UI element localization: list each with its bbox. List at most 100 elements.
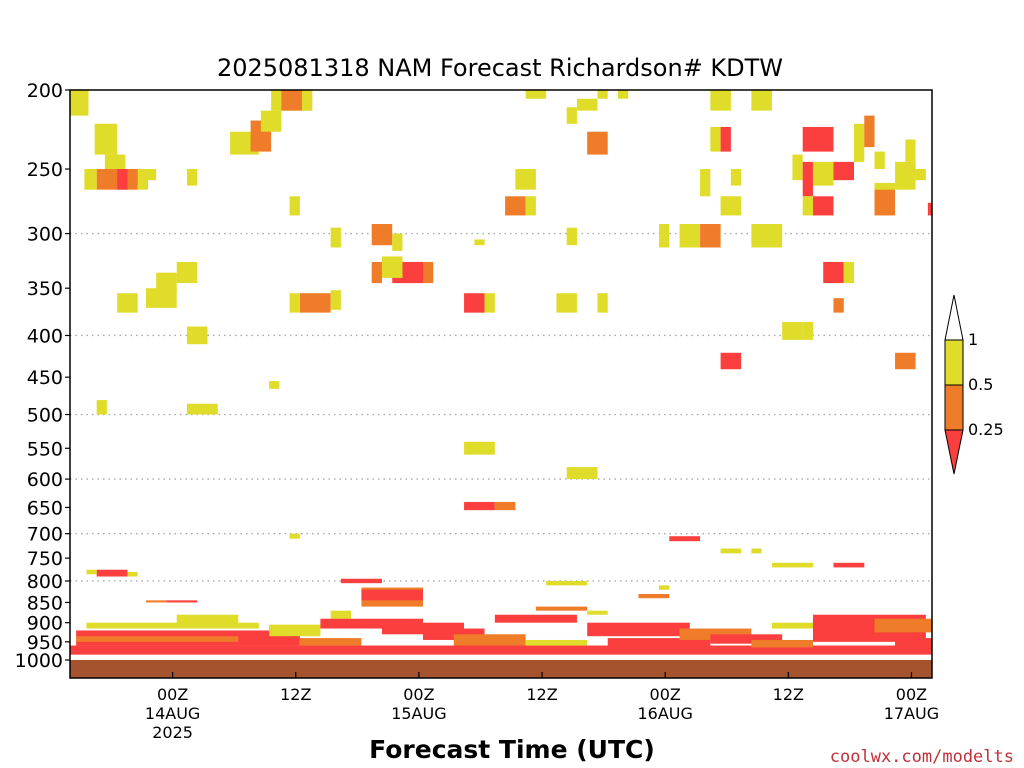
legend-label: 0.5	[968, 375, 993, 394]
heatmap-cell	[895, 638, 932, 648]
heatmap-cell	[371, 224, 393, 246]
y-tick-label: 850	[27, 592, 63, 614]
heatmap-cell	[802, 321, 813, 340]
credit-label: coolwx.com/modelts	[830, 747, 1014, 767]
y-tick-label: 750	[27, 548, 63, 570]
y-tick-label: 900	[27, 613, 63, 635]
heatmap-cell	[525, 90, 547, 99]
heatmap-cell	[127, 169, 138, 186]
heatmap-cell	[823, 261, 844, 284]
heatmap-cell	[833, 161, 855, 181]
heatmap-cell	[659, 224, 670, 248]
legend: 1 0.5 0.25	[944, 294, 1004, 475]
heatmap-cell	[127, 572, 138, 577]
heatmap-cell	[289, 196, 300, 216]
y-tick-label: 400	[27, 325, 63, 347]
heatmap-cell	[453, 634, 526, 648]
heatmap-cell	[361, 589, 424, 601]
heatmap-cell	[720, 548, 742, 554]
heatmap-cell	[638, 594, 670, 599]
heatmap-cell	[70, 645, 932, 655]
heatmap-cell	[802, 126, 834, 152]
x-tick-label: 12Z	[280, 685, 311, 704]
heatmap-cell	[679, 628, 752, 640]
heatmap-cell	[186, 403, 218, 415]
heatmap-cell	[710, 90, 731, 111]
heatmap-cell	[299, 638, 362, 646]
heatmap-cell	[186, 169, 198, 186]
heatmap-cell	[874, 618, 932, 633]
heatmap-cell	[84, 169, 97, 190]
heatmap-cell	[145, 169, 157, 181]
grid-layer	[70, 232, 932, 582]
heatmap-cell	[330, 227, 341, 248]
heatmap-cell	[556, 293, 577, 313]
heatmap-cell	[710, 126, 721, 152]
heatmap-cell	[494, 614, 577, 623]
x-tick-label: 12Z	[773, 685, 804, 704]
x-tick-label: 00Z	[896, 685, 927, 704]
heatmap-cell	[423, 628, 485, 640]
heatmap-cell	[156, 272, 177, 294]
heatmap-cell	[812, 196, 834, 216]
x-tick-label: 15AUG	[391, 704, 446, 723]
x-tick-label: 16AUG	[637, 704, 692, 723]
heatmap-cell	[423, 261, 434, 284]
heatmap-cell	[587, 610, 608, 615]
y-tick-label: 800	[27, 571, 63, 593]
heatmap-cell	[525, 196, 536, 216]
heatmap-cell	[874, 151, 885, 170]
heatmap-cell	[330, 290, 341, 310]
heatmap-cell	[905, 139, 916, 162]
heatmap-cell	[137, 169, 148, 190]
legend-arrow-bottom	[944, 429, 964, 475]
heatmap-cell	[597, 90, 608, 99]
heatmap-cell	[96, 569, 128, 577]
heatmap-cell	[895, 161, 916, 190]
heatmap-cell	[301, 90, 313, 111]
heatmap-cell	[94, 123, 118, 155]
heatmap-cell	[145, 288, 177, 308]
heatmap-cell	[525, 639, 588, 646]
heatmap-cell	[833, 298, 844, 313]
chart-title: 2025081318 NAM Forecast Richardson# KDTW	[217, 54, 783, 82]
heatmap-cell	[371, 261, 382, 284]
y-tick-label: 300	[27, 224, 63, 246]
heatmap-cell	[117, 293, 138, 313]
heatmap-cell	[874, 189, 896, 216]
heatmap-cell	[751, 548, 762, 554]
y-tick-label: 250	[27, 159, 63, 181]
y-tick-label: 450	[27, 367, 63, 389]
x-tick-label: 14AUG	[145, 704, 200, 723]
heatmap-cell	[720, 352, 742, 370]
heatmap-cell	[76, 636, 239, 642]
heatmap-cell	[145, 600, 167, 603]
heatmap-cell	[176, 614, 239, 625]
heatmap-cell	[700, 169, 711, 197]
y-tick-label: 950	[27, 632, 63, 654]
x-tick-label: 12Z	[526, 685, 557, 704]
heatmap-cell	[96, 400, 107, 415]
heatmap-cell	[617, 90, 629, 99]
plot-frame	[69, 89, 933, 679]
heatmap-cell	[751, 224, 783, 248]
heatmap-cell	[597, 293, 608, 313]
heatmap-cell	[464, 441, 495, 455]
legend-bin	[944, 339, 964, 386]
y-axis: 200 250 300 350 400 450 500 550 600 650 7007508008…	[15, 80, 70, 672]
heatmap-cell	[802, 161, 813, 197]
y-tick-label: 650	[27, 497, 63, 519]
heatmap-cell	[186, 326, 208, 345]
heatmap-cell	[464, 501, 495, 511]
y-tick-label: 200	[27, 80, 63, 102]
heatmap-cell	[915, 169, 926, 181]
x-tick-label: 2025	[152, 723, 193, 742]
heatmap-cell	[576, 98, 598, 111]
heatmap-cell	[700, 224, 721, 248]
heatmap-cell	[782, 321, 803, 340]
heatmap-cell	[843, 261, 855, 284]
heatmap-cell	[710, 634, 783, 644]
x-tick-label: 17AUG	[884, 704, 939, 723]
